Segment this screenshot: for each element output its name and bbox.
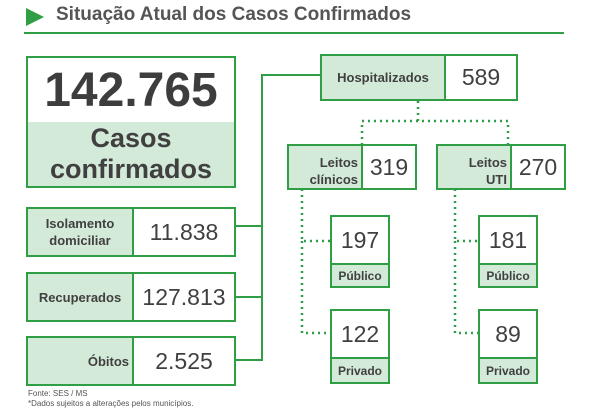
isolamento-card: Isolamento domiciliar 11.838: [26, 207, 236, 257]
leitos-uti-label-line2: UTI: [486, 172, 507, 187]
clinicos-publico-value: 197: [340, 226, 380, 253]
header: Situação Atual dos Casos Confirmados: [0, 0, 589, 40]
leitos-uti-label: Leitos UTI: [438, 146, 510, 188]
total-cases-value: 142.765: [44, 63, 218, 117]
isolamento-label: Isolamento domiciliar: [28, 209, 132, 255]
clinicos-publico-label: Público: [332, 265, 388, 286]
page-title: Situação Atual dos Casos Confirmados: [56, 4, 412, 25]
leitos-clinicos-label-line2: clínicos: [309, 172, 358, 187]
uti-privado-value: 89: [495, 320, 521, 347]
uti-publico-value: 181: [488, 226, 528, 253]
leitos-uti-value: 270: [518, 153, 558, 180]
total-cases-label: Casos confirmados: [28, 122, 234, 186]
isolamento-value: 11.838: [149, 218, 219, 245]
clinicos-privado-value: 122: [340, 320, 380, 347]
obitos-label: Óbitos: [28, 338, 132, 384]
total-cases-label-line2: confirmados: [49, 154, 213, 184]
hospitalizados-card: Hospitalizados 589: [320, 54, 518, 101]
footnote-source: Fonte: SES / MS: [28, 389, 88, 398]
play-triangle-icon: [26, 8, 44, 26]
uti-publico-label: Público: [480, 265, 536, 286]
uti-privado-card: 89 Privado: [478, 309, 538, 384]
isolamento-label-line2: domiciliar: [49, 233, 111, 248]
leitos-clinicos-card: Leitos clínicos 319: [287, 144, 417, 190]
leitos-clinicos-label-line1: Leitos: [319, 155, 358, 170]
header-underline: [24, 32, 564, 34]
leitos-clinicos-value: 319: [369, 153, 409, 180]
clinicos-privado-card: 122 Privado: [330, 309, 390, 384]
recuperados-label: Recuperados: [28, 274, 132, 320]
leitos-clinicos-label: Leitos clínicos: [289, 146, 361, 188]
hospitalizados-value: 589: [461, 64, 501, 90]
footnote-note: *Dados sujeitos a alterações pelos munic…: [28, 399, 194, 408]
hospitalizados-label: Hospitalizados: [322, 56, 444, 99]
isolamento-label-line1: Isolamento: [45, 216, 115, 231]
obitos-card: Óbitos 2.525: [26, 336, 236, 386]
total-cases-card: 142.765 Casos confirmados: [26, 56, 236, 188]
recuperados-card: Recuperados 127.813: [26, 272, 236, 322]
total-cases-label-line1: Casos: [90, 123, 172, 153]
clinicos-privado-label: Privado: [332, 359, 388, 382]
leitos-uti-card: Leitos UTI 270: [436, 144, 566, 190]
leitos-uti-label-line1: Leitos: [468, 155, 507, 170]
recuperados-value: 127.813: [142, 283, 226, 310]
uti-privado-label: Privado: [480, 359, 536, 382]
uti-publico-card: 181 Público: [478, 215, 538, 288]
obitos-value: 2.525: [155, 347, 213, 374]
clinicos-publico-card: 197 Público: [330, 215, 390, 288]
